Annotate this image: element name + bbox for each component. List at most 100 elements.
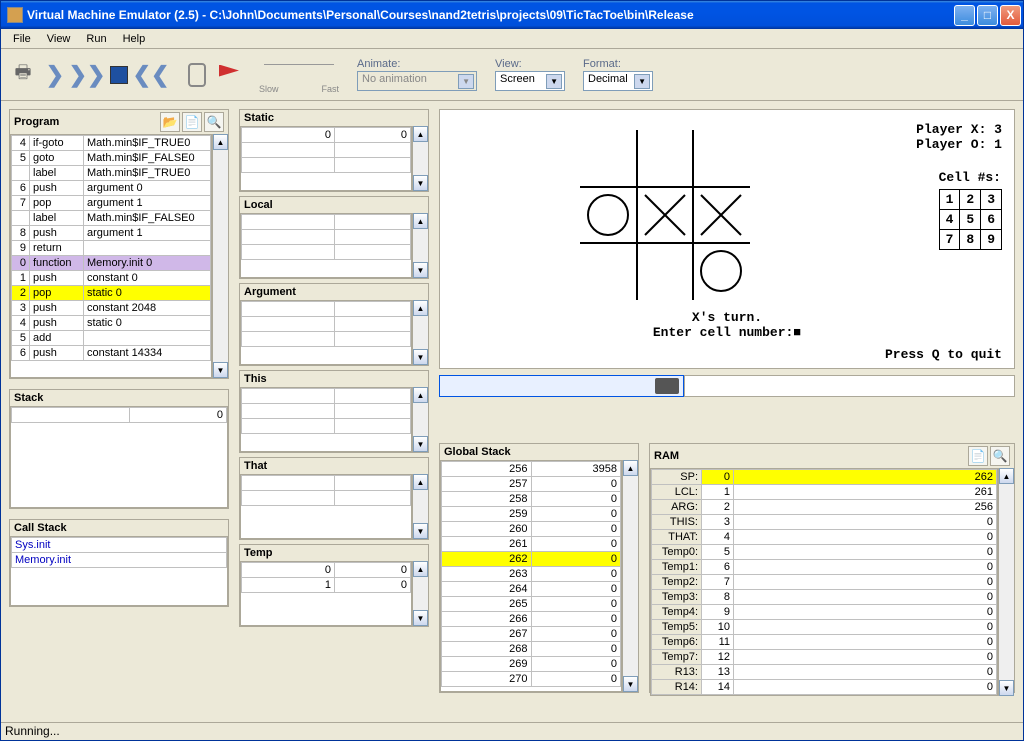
temp-grid[interactable]: 0010 [240,561,412,626]
script-button[interactable] [183,59,211,91]
scroll-down-icon[interactable]: ▼ [413,349,428,365]
scroll-up-icon[interactable]: ▲ [413,126,428,142]
open-folder-icon[interactable]: 📂 [160,112,180,132]
argument-grid[interactable] [240,300,412,365]
table-row[interactable]: 1pushconstant 0 [12,271,211,286]
table-row[interactable]: 5add [12,331,211,346]
scroll-up-icon[interactable]: ▲ [413,474,428,490]
table-row[interactable]: LCL:1261 [652,485,997,500]
table-row[interactable]: Temp3:80 [652,590,997,605]
table-row[interactable]: 2670 [442,627,621,642]
breakpoint-button[interactable] [215,59,243,91]
table-row[interactable]: 2630 [442,567,621,582]
table-row[interactable]: Temp0:50 [652,545,997,560]
table-row[interactable]: 4pushstatic 0 [12,316,211,331]
table-row[interactable]: 0 [12,408,227,423]
table-row[interactable] [242,143,411,158]
search-icon[interactable]: 🔍 [990,446,1010,466]
stop-button[interactable] [105,59,133,91]
scroll-up-icon[interactable]: ▲ [999,468,1014,484]
stack-grid[interactable]: 0 [10,406,228,508]
table-row[interactable]: 2620 [442,552,621,567]
this-grid[interactable] [240,387,412,452]
table-row[interactable]: Temp5:100 [652,620,997,635]
table-row[interactable] [242,332,411,347]
search-icon[interactable]: 🔍 [204,112,224,132]
static-grid[interactable]: 00 [240,126,412,191]
rewind-button[interactable]: ❮❮ [137,59,165,91]
table-row[interactable]: 4if-gotoMath.min$IF_TRUE0 [12,136,211,151]
table-row[interactable]: 5gotoMath.min$IF_FALSE0 [12,151,211,166]
scroll-up-icon[interactable]: ▲ [413,300,428,316]
scroll-down-icon[interactable]: ▼ [999,680,1014,696]
table-row[interactable]: 6pushconstant 14334 [12,346,211,361]
table-row[interactable]: Temp4:90 [652,605,997,620]
menu-help[interactable]: Help [115,31,154,47]
table-row[interactable]: Temp7:120 [652,650,997,665]
table-row[interactable]: ARG:2256 [652,500,997,515]
table-row[interactable]: 2590 [442,507,621,522]
table-row[interactable]: 8pushargument 1 [12,226,211,241]
menu-view[interactable]: View [39,31,79,47]
table-row[interactable]: 10 [242,578,411,593]
maximize-button[interactable]: □ [977,5,998,26]
table-row[interactable]: 2570 [442,477,621,492]
scroll-down-icon[interactable]: ▼ [413,262,428,278]
new-file-icon[interactable]: 📄 [968,446,988,466]
table-row[interactable]: R13:130 [652,665,997,680]
scroll-up-icon[interactable]: ▲ [413,213,428,229]
table-row[interactable]: 2popstatic 0 [12,286,211,301]
program-grid[interactable]: 4if-gotoMath.min$IF_TRUE05gotoMath.min$I… [10,134,212,378]
table-row[interactable]: 2650 [442,597,621,612]
table-row[interactable]: Sys.init [12,538,227,553]
table-row[interactable]: 2690 [442,657,621,672]
table-row[interactable]: 2600 [442,522,621,537]
callstack-grid[interactable]: Sys.initMemory.init [10,536,228,606]
scroll-up-icon[interactable]: ▲ [413,387,428,403]
table-row[interactable] [242,491,411,506]
globalstack-grid[interactable]: 2563958257025802590260026102620263026402… [440,460,622,692]
table-row[interactable]: THIS:30 [652,515,997,530]
table-row[interactable] [242,302,411,317]
speed-slider[interactable]: SlowFast [259,56,339,94]
table-row[interactable]: 3pushconstant 2048 [12,301,211,316]
table-row[interactable] [242,404,411,419]
scroll-down-icon[interactable]: ▼ [213,362,228,378]
scroll-up-icon[interactable]: ▲ [213,134,228,150]
table-row[interactable]: labelMath.min$IF_TRUE0 [12,166,211,181]
minimize-button[interactable]: _ [954,5,975,26]
local-grid[interactable] [240,213,412,278]
scroll-up-icon[interactable]: ▲ [623,460,638,476]
table-row[interactable]: 2563958 [442,462,621,477]
scroll-down-icon[interactable]: ▼ [413,175,428,191]
step-button[interactable]: ❯ [41,59,69,91]
view-combo[interactable]: Screen [495,71,565,91]
table-row[interactable] [242,476,411,491]
scroll-down-icon[interactable]: ▼ [413,523,428,539]
close-button[interactable]: X [1000,5,1021,26]
table-row[interactable] [242,317,411,332]
table-row[interactable] [242,215,411,230]
table-row[interactable]: 2610 [442,537,621,552]
menu-file[interactable]: File [5,31,39,47]
table-row[interactable] [242,245,411,260]
keyboard-input[interactable] [439,375,684,397]
table-row[interactable] [242,419,411,434]
ram-grid[interactable]: SP:0262LCL:1261ARG:2256THIS:30THAT:40Tem… [650,468,998,696]
scroll-down-icon[interactable]: ▼ [413,610,428,626]
table-row[interactable]: labelMath.min$IF_FALSE0 [12,211,211,226]
table-row[interactable]: 0functionMemory.init 0 [12,256,211,271]
table-row[interactable]: 7popargument 1 [12,196,211,211]
table-row[interactable]: 00 [242,128,411,143]
print-button[interactable]: 🖶 [9,59,37,91]
table-row[interactable] [242,158,411,173]
menu-run[interactable]: Run [78,31,114,47]
table-row[interactable]: 9return [12,241,211,256]
scroll-down-icon[interactable]: ▼ [413,436,428,452]
table-row[interactable]: SP:0262 [652,470,997,485]
table-row[interactable] [242,230,411,245]
table-row[interactable]: Temp2:70 [652,575,997,590]
format-combo[interactable]: Decimal [583,71,653,91]
table-row[interactable]: Temp6:110 [652,635,997,650]
scroll-down-icon[interactable]: ▼ [623,676,638,692]
